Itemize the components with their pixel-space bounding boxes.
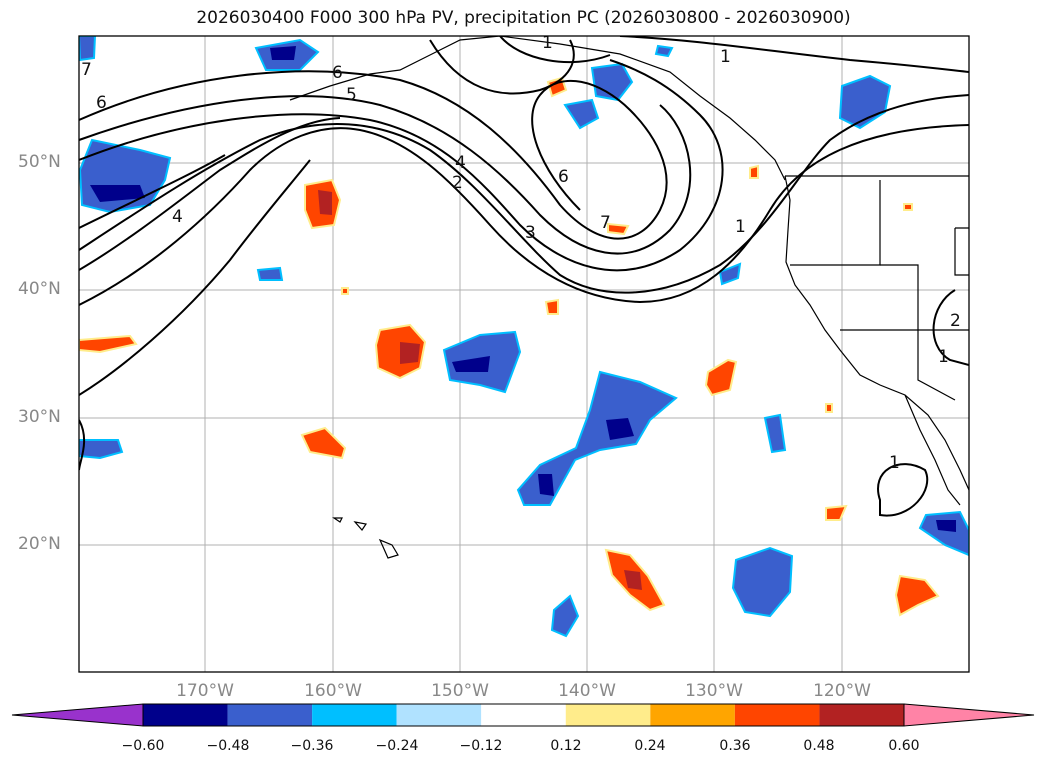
colorbar-bin xyxy=(312,704,397,726)
colorbar xyxy=(11,703,1035,727)
colorbar-bin xyxy=(143,704,228,726)
colorbar-tick: −0.12 xyxy=(459,738,503,754)
pv-label: 7 xyxy=(81,60,92,80)
colorbar-bin xyxy=(734,704,820,726)
colorbar-bin xyxy=(396,704,482,726)
pv-label: 1 xyxy=(938,347,949,367)
pv-label: 6 xyxy=(96,93,107,113)
pv-label: 1 xyxy=(720,47,731,67)
colorbar-bin xyxy=(565,704,651,726)
colorbar-tick: 0.48 xyxy=(803,738,835,754)
map-frame xyxy=(78,35,970,673)
colorbar-tick: 0.36 xyxy=(719,738,751,754)
lat-label-20n: 20°N xyxy=(18,534,61,554)
colorbar-tick: 0.60 xyxy=(888,738,920,754)
coastlines xyxy=(289,36,969,559)
lon-label-170w: 170°W xyxy=(176,681,234,701)
colorbar-bin xyxy=(819,704,904,726)
lat-label-50n: 50°N xyxy=(18,152,61,172)
gridlines xyxy=(79,36,969,672)
lon-label-150w: 150°W xyxy=(431,681,489,701)
pv-label: 6 xyxy=(332,63,343,83)
pv-label: 7 xyxy=(600,213,611,233)
lat-label-30n: 30°N xyxy=(18,407,61,427)
pv-label: 2 xyxy=(452,173,463,193)
precip-negative xyxy=(79,36,969,638)
pv-label: 4 xyxy=(455,153,466,173)
colorbar-bin xyxy=(227,704,313,726)
pv-label: 1 xyxy=(542,33,553,53)
lon-label-130w: 130°W xyxy=(685,681,743,701)
lon-label-160w: 160°W xyxy=(304,681,362,701)
pv-label: 3 xyxy=(525,223,536,243)
colorbar-tick: 0.12 xyxy=(550,738,582,754)
colorbar-tick: 0.24 xyxy=(634,738,666,754)
colorbar-tick: −0.60 xyxy=(121,738,165,754)
pv-label: 5 xyxy=(346,85,357,105)
pv-label: 4 xyxy=(172,207,183,227)
pv-label: 2 xyxy=(950,311,961,331)
colorbar-tick: −0.24 xyxy=(375,738,419,754)
lon-label-140w: 140°W xyxy=(558,681,616,701)
lon-label-120w: 120°W xyxy=(813,681,871,701)
pv-label: 1 xyxy=(889,453,900,473)
colorbar-bin xyxy=(650,704,735,726)
pv-contours xyxy=(79,36,969,517)
map-title: 2026030400 F000 300 hPa PV, precipitatio… xyxy=(196,8,851,28)
pv-label: 1 xyxy=(735,217,746,237)
colorbar-tick: −0.48 xyxy=(206,738,250,754)
precip-positive xyxy=(79,76,940,617)
colorbar-tick: −0.36 xyxy=(290,738,334,754)
pv-label: 6 xyxy=(558,167,569,187)
lat-label-40n: 40°N xyxy=(18,279,61,299)
colorbar-bin xyxy=(481,704,566,726)
